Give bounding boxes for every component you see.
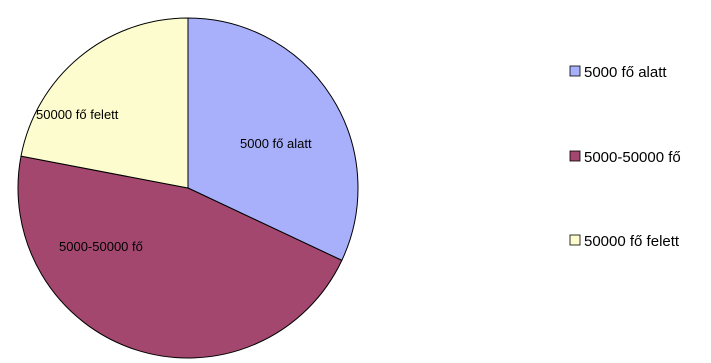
slice-label-5000-50000: 5000-50000 fő xyxy=(59,239,143,254)
pie-slice-50000-felett xyxy=(20,17,189,189)
legend-swatch-5000-50000 xyxy=(569,150,581,162)
legend: 5000 fő alatt 5000-50000 fő 50000 fő fel… xyxy=(569,64,681,250)
pie-slice-5000-alatt xyxy=(187,17,359,262)
legend-swatch-50000-felett xyxy=(569,234,581,246)
legend-swatch-5000-alatt xyxy=(569,65,581,77)
pie-slice-5000-50000 xyxy=(17,155,343,359)
legend-label-5000-50000: 5000-50000 fő xyxy=(584,149,681,166)
legend-label-50000-felett: 50000 fő felett xyxy=(584,233,680,250)
slice-label-5000-alatt: 5000 fő alatt xyxy=(240,136,312,151)
pie-slice-labels: 5000 fő alatt 5000-50000 fő 50000 fő fel… xyxy=(36,107,312,254)
slice-label-50000-felett: 50000 fő felett xyxy=(36,107,119,122)
pie-slices xyxy=(17,17,359,359)
legend-label-5000-alatt: 5000 fő alatt xyxy=(584,64,667,81)
